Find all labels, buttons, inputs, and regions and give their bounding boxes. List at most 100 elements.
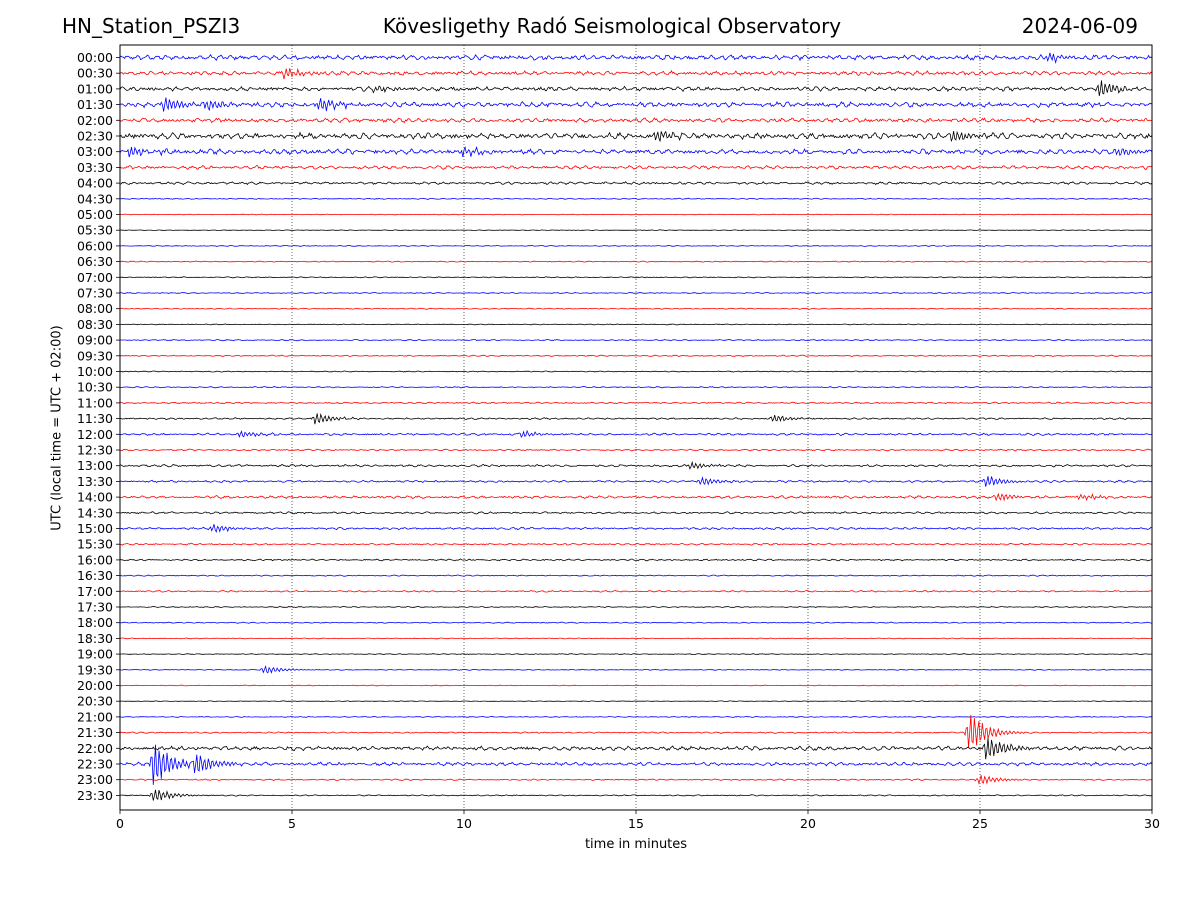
y-tick-label: 01:00 — [77, 81, 113, 96]
y-tick-label: 06:00 — [77, 238, 113, 253]
trace-0630 — [119, 260, 1153, 263]
trace-2030 — [119, 700, 1153, 703]
trace-1430 — [119, 511, 1153, 515]
y-tick-label: 12:00 — [77, 427, 113, 442]
trace-1300 — [119, 460, 1153, 470]
y-tick-label: 00:30 — [77, 66, 113, 81]
trace-1930 — [119, 664, 1153, 674]
y-tick-label: 01:30 — [77, 97, 113, 112]
date-title: 2024-06-09 — [1021, 14, 1138, 38]
trace-2130 — [119, 714, 1153, 748]
trace-1000 — [119, 370, 1153, 373]
y-tick-label: 00:00 — [77, 50, 113, 65]
y-tick-label: 20:30 — [77, 694, 113, 709]
y-tick-label: 15:00 — [77, 521, 113, 536]
y-tick-label: 11:00 — [77, 395, 113, 410]
y-tick-label: 18:30 — [77, 631, 113, 646]
x-tick-label: 0 — [116, 816, 124, 831]
trace-0830 — [119, 323, 1152, 326]
trace-0530 — [119, 229, 1153, 232]
y-tick-label: 05:30 — [77, 223, 113, 238]
trace-0600 — [120, 244, 1152, 247]
y-tick-label: 15:30 — [77, 537, 113, 552]
trace-0300 — [119, 145, 1153, 158]
trace-2100 — [119, 715, 1153, 718]
trace-1230 — [119, 448, 1153, 452]
trace-0330 — [119, 165, 1153, 170]
trace-0800 — [119, 307, 1153, 310]
trace-2000 — [119, 684, 1152, 687]
y-tick-label: 03:00 — [77, 144, 113, 159]
trace-1800 — [120, 621, 1152, 624]
y-tick-label: 13:00 — [77, 458, 113, 473]
trace-1400 — [119, 492, 1153, 502]
trace-1900 — [119, 653, 1152, 656]
trace-1200 — [119, 429, 1153, 439]
y-tick-label: 07:00 — [77, 270, 113, 285]
y-tick-label: 04:30 — [77, 191, 113, 206]
y-tick-label: 09:30 — [77, 348, 113, 363]
trace-0900 — [119, 339, 1153, 342]
trace-1700 — [120, 590, 1153, 593]
x-tick-label: 20 — [800, 816, 816, 831]
trace-2200 — [119, 737, 1153, 760]
y-tick-label: 02:30 — [77, 129, 113, 144]
trace-0500 — [119, 213, 1153, 216]
y-tick-label: 20:00 — [77, 678, 113, 693]
x-tick-label: 10 — [456, 816, 472, 831]
y-axis-label: UTC (local time = UTC + 02:00) — [49, 325, 65, 531]
observatory-title: Kövesligethy Radó Seismological Observat… — [382, 14, 842, 38]
trace-0230 — [119, 130, 1153, 143]
y-tick-label: 17:00 — [77, 584, 113, 599]
trace-0700 — [119, 276, 1153, 279]
trace-1330 — [119, 476, 1153, 487]
trace-0200 — [119, 117, 1152, 124]
trace-0400 — [119, 181, 1153, 186]
trace-2230 — [119, 744, 1153, 785]
trace-0100 — [119, 80, 1153, 96]
trace-0000 — [119, 52, 1153, 65]
y-tick-label: 09:00 — [77, 333, 113, 348]
y-tick-label: 22:00 — [77, 741, 113, 756]
y-tick-label: 18:00 — [77, 615, 113, 630]
y-tick-label: 10:00 — [77, 364, 113, 379]
trace-0130 — [119, 97, 1153, 112]
y-tick-label: 17:30 — [77, 600, 113, 615]
y-tick-label: 16:00 — [77, 552, 113, 567]
y-tick-label: 02:00 — [77, 113, 113, 128]
x-axis-label: time in minutes — [584, 837, 688, 852]
y-tick-label: 19:30 — [77, 662, 113, 677]
y-tick-label: 21:00 — [77, 709, 113, 724]
trace-2330 — [119, 789, 1153, 801]
trace-1730 — [119, 605, 1153, 609]
y-tick-label: 11:30 — [77, 411, 113, 426]
x-tick-label: 25 — [972, 816, 988, 831]
x-tick-label: 30 — [1144, 816, 1160, 831]
trace-0430 — [119, 197, 1153, 200]
station-title: HN_Station_PSZI3 — [62, 14, 241, 38]
y-tick-label: 14:00 — [77, 490, 113, 505]
traces — [119, 52, 1153, 801]
y-tick-label: 21:30 — [77, 725, 113, 740]
y-tick-label: 10:30 — [77, 380, 113, 395]
trace-1130 — [119, 413, 1153, 425]
y-tick-label: 05:00 — [77, 207, 113, 222]
y-tick-label: 08:30 — [77, 317, 113, 332]
y-tick-label: 14:30 — [77, 505, 113, 520]
trace-1100 — [119, 401, 1153, 405]
y-tick-label: 22:30 — [77, 757, 113, 772]
y-tick-label: 03:30 — [77, 160, 113, 175]
trace-1030 — [119, 386, 1153, 389]
trace-0730 — [119, 291, 1153, 295]
x-tick-label: 5 — [288, 816, 296, 831]
trace-0030 — [119, 67, 1153, 80]
y-tick-label: 19:00 — [77, 647, 113, 662]
y-tick-label: 06:30 — [77, 254, 113, 269]
trace-1530 — [119, 542, 1153, 546]
y-tick-label: 07:30 — [77, 286, 113, 301]
trace-1600 — [119, 558, 1153, 562]
y-tick-label: 04:00 — [77, 176, 113, 191]
y-tick-label: 08:00 — [77, 301, 113, 316]
y-tick-label: 23:00 — [77, 772, 113, 787]
y-tick-label: 12:30 — [77, 443, 113, 458]
